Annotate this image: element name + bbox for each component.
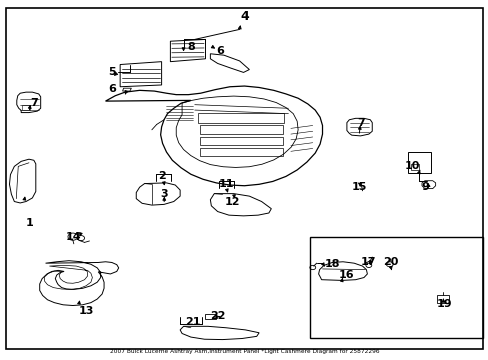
Text: 18: 18 bbox=[324, 259, 339, 269]
Text: 4: 4 bbox=[240, 10, 248, 23]
Text: 6: 6 bbox=[216, 46, 224, 56]
Text: 7: 7 bbox=[30, 98, 38, 108]
Text: 7: 7 bbox=[357, 118, 365, 128]
Text: 22: 22 bbox=[209, 311, 225, 321]
Text: 13: 13 bbox=[78, 306, 94, 316]
Text: 6: 6 bbox=[108, 84, 116, 94]
Bar bbox=[407, 152, 430, 173]
Bar bbox=[410, 163, 418, 170]
Bar bbox=[436, 296, 448, 303]
Text: 14: 14 bbox=[66, 232, 81, 242]
Bar bbox=[310, 237, 483, 338]
Text: 9: 9 bbox=[420, 182, 428, 192]
Text: 2: 2 bbox=[158, 171, 165, 181]
Text: 19: 19 bbox=[436, 299, 451, 309]
Text: 12: 12 bbox=[224, 197, 240, 207]
Text: 8: 8 bbox=[186, 42, 194, 52]
Text: 16: 16 bbox=[338, 270, 354, 280]
Bar bbox=[199, 148, 282, 156]
Bar bbox=[21, 105, 30, 111]
Text: 2007 Buick Lucerne Ashtray Asm,Instrument Panel *Light Cashmere Diagram for 2587: 2007 Buick Lucerne Ashtray Asm,Instrumen… bbox=[109, 349, 379, 354]
Bar bbox=[205, 314, 216, 319]
Text: 5: 5 bbox=[108, 67, 116, 77]
Bar bbox=[199, 137, 282, 145]
Bar bbox=[199, 125, 282, 134]
Text: 20: 20 bbox=[382, 257, 398, 267]
Text: 3: 3 bbox=[160, 189, 167, 199]
Text: 1: 1 bbox=[26, 218, 34, 228]
Text: 15: 15 bbox=[351, 182, 366, 192]
Text: 11: 11 bbox=[218, 179, 233, 189]
Text: 10: 10 bbox=[404, 161, 420, 171]
Text: 17: 17 bbox=[360, 257, 376, 267]
Bar bbox=[198, 113, 283, 123]
Text: 21: 21 bbox=[185, 317, 201, 327]
